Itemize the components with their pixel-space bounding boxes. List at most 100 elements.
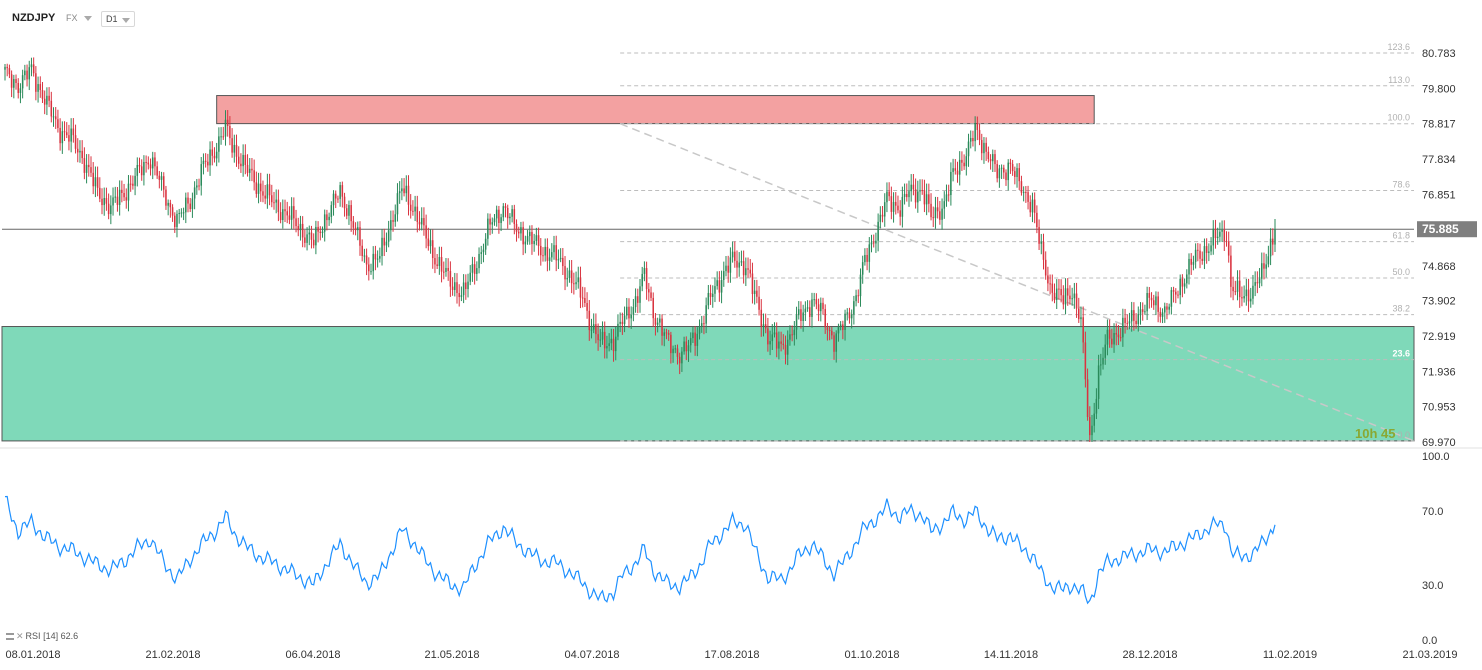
candle-body <box>994 154 996 165</box>
candle-body <box>745 268 747 276</box>
candle-body <box>1040 241 1043 244</box>
y-tick-label: 76.851 <box>1422 189 1456 201</box>
menu-icon[interactable] <box>6 633 14 641</box>
candle-body <box>645 268 648 290</box>
symbol-label[interactable]: NZDJPY <box>12 12 56 24</box>
candle-body <box>1100 364 1102 366</box>
candle-body <box>174 215 176 227</box>
candle-body <box>85 164 88 173</box>
y-tick-label: 70.953 <box>1422 402 1456 414</box>
candle-body <box>495 209 498 219</box>
candle-body <box>606 346 608 349</box>
x-tick-label: 11.02.2019 <box>1263 649 1317 661</box>
candle-body <box>853 301 855 315</box>
countdown-label: 10h 45 <box>1355 426 1395 441</box>
candle-body <box>1263 263 1265 269</box>
candle-body <box>1230 255 1232 287</box>
candle-body <box>1245 289 1248 297</box>
candle-body <box>1223 229 1226 241</box>
instrument-type-dropdown[interactable]: FX <box>66 13 92 23</box>
fibonacci-layer[interactable]: 123.6 113.0 100.0 78.6 61.8 50.0 38.2 23.6 0.0 <box>619 42 1415 442</box>
candle-body <box>641 273 643 287</box>
candle-body <box>961 159 963 163</box>
candle-body <box>857 295 860 297</box>
candle-body <box>487 218 489 239</box>
candle-body <box>1033 199 1036 213</box>
candle-body <box>10 74 13 88</box>
candle-body <box>420 218 423 225</box>
candle-body <box>310 232 313 240</box>
candle-body <box>1086 379 1089 418</box>
candle-body <box>509 216 511 219</box>
support-zone[interactable] <box>1 326 1415 442</box>
candle-body <box>403 188 405 194</box>
candle-body <box>1095 398 1098 414</box>
candle-body <box>564 266 566 280</box>
candle-body <box>1022 192 1025 194</box>
candle-body <box>222 136 225 138</box>
candle-body <box>705 305 707 324</box>
candle-body <box>632 307 635 315</box>
candle-body <box>1009 162 1012 165</box>
candle-body <box>1272 238 1274 245</box>
candle-body <box>202 160 205 165</box>
candle-body <box>1221 229 1223 232</box>
candle-body <box>235 144 238 157</box>
candle-body <box>1194 249 1197 262</box>
candle-body <box>804 308 807 313</box>
indicator-label[interactable]: ✕ RSI [14] 62.6 <box>6 631 78 642</box>
indicator-name: RSI <box>25 631 41 641</box>
candle-body <box>1124 317 1126 324</box>
candle-body <box>976 123 979 131</box>
candle-body <box>672 348 674 354</box>
candle-body <box>797 309 800 316</box>
candle-body <box>822 302 824 310</box>
candle-body <box>1166 306 1168 310</box>
candle-body <box>299 223 302 231</box>
candle-body <box>96 177 99 188</box>
candle-body <box>709 292 712 297</box>
candle-body <box>967 141 970 157</box>
fib-level-label: 0.0 <box>1397 430 1410 440</box>
candle-body <box>392 220 394 222</box>
candle-body <box>1014 171 1016 177</box>
candle-body <box>517 231 520 234</box>
candle-body <box>1115 333 1118 335</box>
candle-body <box>524 241 527 245</box>
candle-body <box>603 331 606 349</box>
candle-body <box>381 237 383 257</box>
candle-body <box>696 333 699 346</box>
candle-body <box>123 192 125 198</box>
candle-body <box>1018 168 1021 182</box>
timeframe-dropdown[interactable]: D1 <box>101 11 135 27</box>
candle-body <box>1254 282 1256 286</box>
candle-body <box>154 157 156 167</box>
candle-body <box>828 330 831 332</box>
candle-body <box>963 162 965 167</box>
candle-body <box>502 206 505 218</box>
candle-body <box>1058 288 1060 290</box>
candle-body <box>888 191 890 197</box>
candle-body <box>932 217 935 219</box>
candle-body <box>861 262 864 275</box>
candle-body <box>566 277 569 280</box>
y-tick-label: 73.902 <box>1422 296 1456 308</box>
candle-body <box>639 286 641 303</box>
candle-body <box>945 194 948 202</box>
indicator-period: [14] <box>43 631 59 641</box>
candle-body <box>601 331 604 340</box>
resistance-zone[interactable] <box>216 95 1095 125</box>
candle-body <box>700 323 703 327</box>
candle-body <box>290 206 293 220</box>
candle-body <box>462 282 465 296</box>
candle-body <box>301 223 304 238</box>
candle-body <box>504 206 507 208</box>
candle-body <box>1243 296 1245 299</box>
candle-body <box>703 323 705 325</box>
candle-body <box>597 334 599 341</box>
candle-body <box>337 198 339 200</box>
candle-body <box>1069 295 1071 300</box>
close-icon[interactable]: ✕ <box>16 631 24 641</box>
candle-body <box>41 90 44 99</box>
